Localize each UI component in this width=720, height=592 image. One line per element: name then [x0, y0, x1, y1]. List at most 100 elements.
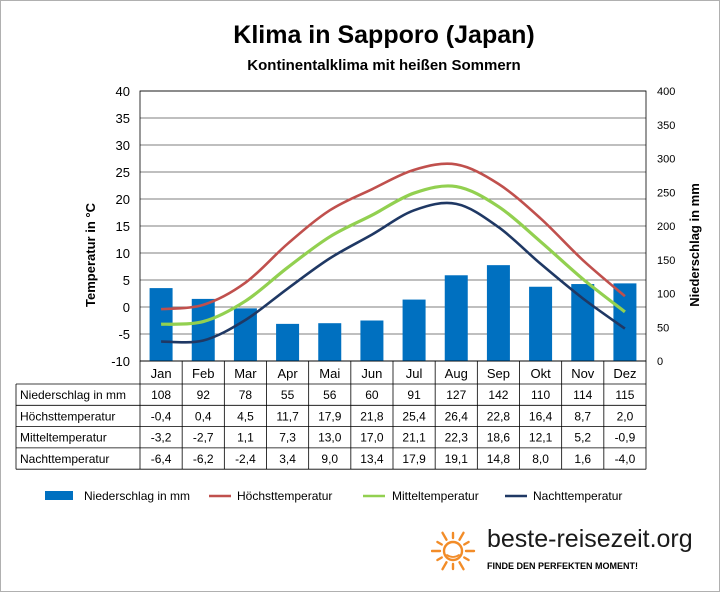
table-cell: 9,0: [321, 452, 338, 466]
brand-logo[interactable]: beste-reisezeit.org FINDE DEN PERFEKTEN …: [431, 525, 711, 577]
y-tick-right: 200: [657, 221, 675, 233]
table-cell: 110: [531, 388, 550, 402]
table-cell: -0,9: [615, 431, 636, 445]
table-cell: 19,1: [445, 452, 469, 466]
table-cell: 92: [197, 388, 211, 402]
month-label: Feb: [192, 366, 214, 381]
month-label: Apr: [277, 366, 298, 381]
y-tick-right: 350: [657, 120, 675, 132]
table-cell: -4,0: [615, 452, 636, 466]
month-label: Sep: [487, 366, 510, 381]
y-tick-right: 150: [657, 255, 675, 267]
y-tick-left: 5: [123, 273, 130, 288]
y-axis-right-label: Niederschlag in mm: [687, 183, 702, 307]
table-cell: -0,4: [151, 409, 172, 423]
table-cell: -2,7: [193, 431, 214, 445]
table-cell: 11,7: [276, 409, 299, 423]
bar-mai: [318, 323, 342, 361]
sun-core: [442, 540, 464, 562]
table-cell: 16,4: [529, 409, 553, 423]
y-tick-right: 250: [657, 187, 675, 199]
sun-ray: [463, 556, 470, 562]
y-tick-left: 20: [116, 192, 130, 207]
table-cell: 127: [446, 388, 466, 402]
table-cell: -3,2: [151, 431, 172, 445]
brand-slogan: FINDE DEN PERFEKTEN MOMENT!: [487, 561, 639, 571]
y-tick-right: 400: [657, 86, 675, 98]
chart-subtitle: Kontinentalklima mit heißen Sommern: [247, 57, 520, 74]
row-label: Mitteltemperatur: [20, 431, 107, 445]
bar-sep: [486, 265, 510, 361]
legend: Niederschlag in mm Höchsttemperatur Mittel…: [45, 489, 622, 503]
month-label: Okt: [530, 366, 551, 381]
table-cell: 1,1: [237, 431, 254, 445]
mitteltemperatur-line: [160, 184, 626, 326]
bar-nov: [571, 284, 595, 361]
table-cell: 0,4: [195, 409, 212, 423]
sun-ray: [463, 540, 470, 546]
sun-ray: [458, 531, 465, 541]
month-label: Mar: [234, 366, 257, 381]
table-cell: 25,4: [402, 409, 426, 423]
month-label: Mai: [319, 366, 340, 381]
month-label: Jul: [406, 366, 423, 381]
y-tick-left: -5: [118, 327, 130, 342]
y-tick-right: 300: [657, 154, 675, 166]
legend-label: Höchsttemperatur: [237, 489, 332, 503]
table-cell: 22,3: [445, 431, 469, 445]
table-cell: -2,4: [235, 452, 256, 466]
legend-swatch-bar: [45, 491, 73, 500]
row-label: Niederschlag in mm: [20, 388, 126, 402]
legend-label: Mitteltemperatur: [392, 489, 479, 503]
y-tick-right: 50: [657, 322, 669, 334]
y-axis-left-label: Temperatur in °C: [83, 202, 98, 307]
y-tick-left: 0: [123, 300, 130, 315]
month-label: Jan: [151, 366, 172, 381]
y-tick-right: 100: [657, 289, 675, 301]
table-cell: 60: [365, 388, 379, 402]
sun-ray: [436, 556, 443, 562]
table-cell: 91: [407, 388, 421, 402]
table-cell: 56: [323, 388, 337, 402]
sun-ray: [436, 540, 443, 546]
month-label: Jun: [361, 366, 382, 381]
nachttemperatur-line: [161, 201, 626, 344]
row-label: Höchsttemperatur: [20, 409, 115, 423]
legend-label: Niederschlag in mm: [84, 489, 190, 503]
bar-dez: [613, 283, 637, 361]
table-cell: 55: [281, 388, 295, 402]
data-table: Jan Feb Mar Apr Mai Jun Jul Aug Sep Okt Nov Dez Nied…: [15, 360, 647, 470]
brand-name: beste-reisezeit.org: [487, 525, 693, 553]
chart-title: Klima in Sapporo (Japan): [233, 21, 534, 49]
table-cell: 13,0: [318, 431, 342, 445]
table-cell: 2,0: [617, 409, 634, 423]
bar-aug: [444, 275, 468, 361]
table-cell: 1,6: [574, 452, 591, 466]
bar-jul: [402, 299, 426, 361]
bar-okt: [529, 286, 553, 361]
sun-ray: [458, 561, 465, 571]
table-cell: 17,0: [360, 431, 384, 445]
y-tick-left: 35: [116, 111, 130, 126]
table-cell: 21,1: [402, 431, 426, 445]
table-cell: 7,3: [279, 431, 296, 445]
y-tick-right: 0: [657, 356, 663, 368]
sun-ray: [441, 531, 448, 541]
plot-area: -10-505101520253035400501001502002503003…: [111, 84, 675, 369]
row-label: Nachttemperatur: [20, 452, 109, 466]
month-label: Nov: [571, 366, 595, 381]
y-tick-left: 30: [116, 138, 130, 153]
hoechsttemperatur-line: [160, 162, 626, 311]
table-cell: 12,1: [529, 431, 553, 445]
table-cell: 3,4: [279, 452, 296, 466]
table-cell: 14,8: [487, 452, 511, 466]
y-tick-left: 15: [116, 219, 130, 234]
sun-icon: [431, 531, 476, 571]
bar-feb: [191, 298, 215, 361]
table-cell: -6,2: [193, 452, 214, 466]
table-cell: 17,9: [402, 452, 426, 466]
table-cell: 4,5: [237, 409, 254, 423]
bar-apr: [276, 323, 300, 361]
